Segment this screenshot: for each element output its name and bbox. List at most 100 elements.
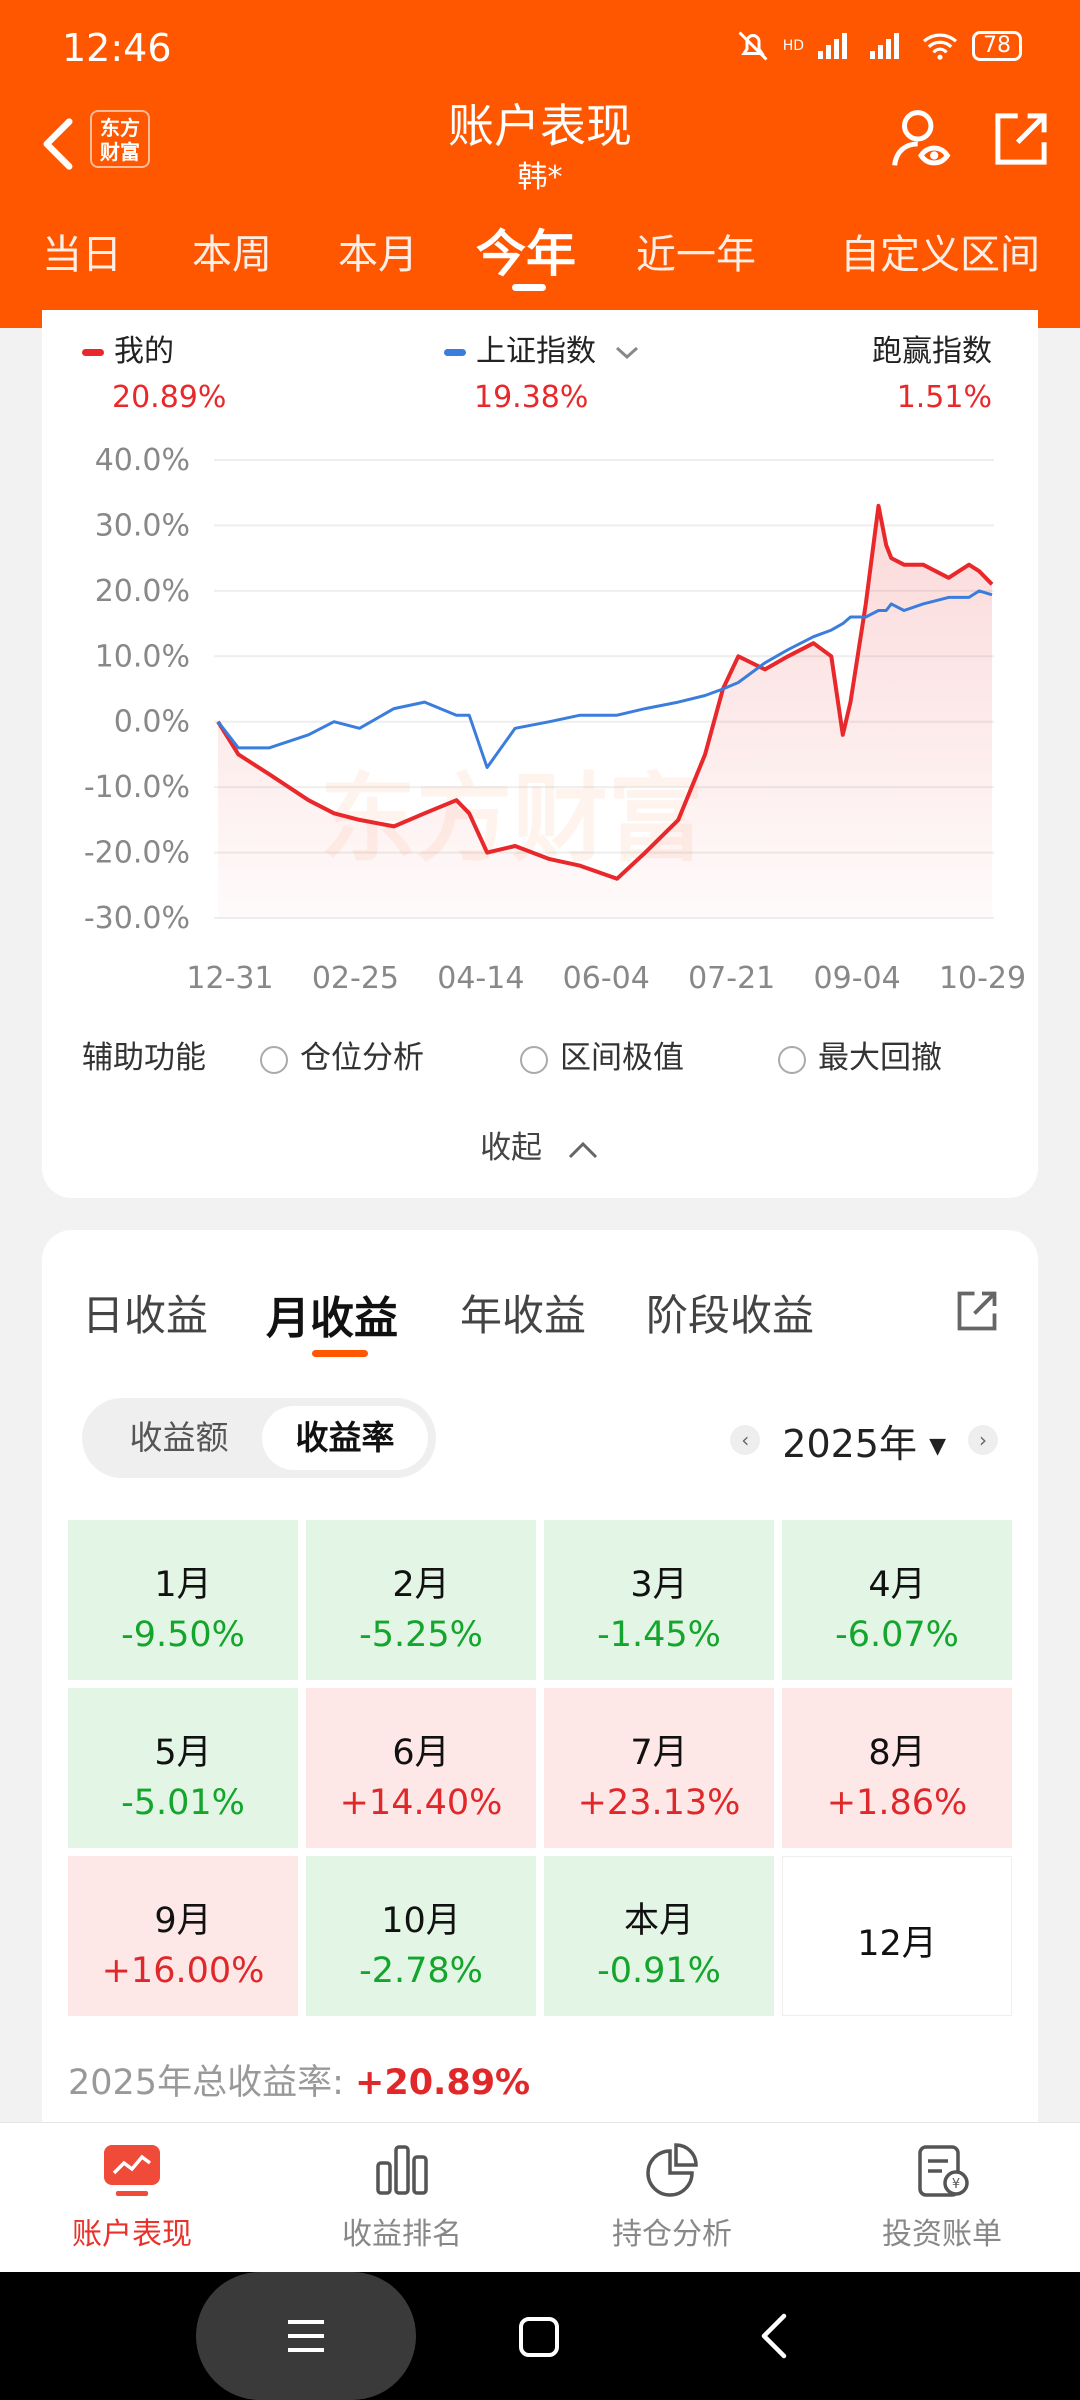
month-cell[interactable]: 7月 +23.13% — [544, 1688, 774, 1848]
month-cell[interactable]: 3月 -1.45% — [544, 1520, 774, 1680]
month-return-value: -5.25% — [359, 1615, 483, 1655]
radio-icon[interactable] — [520, 1045, 548, 1074]
radio-icon[interactable] — [260, 1045, 288, 1074]
month-label: 3月 — [630, 1565, 688, 1605]
y-tick-label: 40.0% — [95, 443, 190, 478]
aux-option-extremes-label: 区间极值 — [560, 1040, 684, 1076]
month-cell[interactable]: 10月 -2.78% — [306, 1856, 536, 2016]
month-label: 8月 — [868, 1733, 926, 1773]
tab-custom-range[interactable]: 自定义区间 — [840, 232, 1040, 278]
series-area-mine — [218, 505, 992, 918]
aux-option-position[interactable]: 仓位分析 — [260, 1032, 424, 1077]
legend-outperform: 跑赢指数 1.51% — [872, 326, 992, 415]
chevron-down-icon[interactable] — [614, 344, 640, 362]
month-label: 本月 — [623, 1901, 694, 1941]
tab-stage-returns[interactable]: 阶段收益 — [646, 1291, 815, 1340]
collapse-toggle[interactable]: 收起 — [42, 1122, 1038, 1167]
amount-rate-toggle: 收益额 收益率 — [82, 1398, 436, 1478]
month-cell[interactable]: 本月 -0.91% — [544, 1856, 774, 2016]
back-arrow-icon[interactable] — [38, 116, 78, 172]
account-name: 韩* — [517, 160, 563, 195]
segment-amount[interactable]: 收益额 — [129, 1418, 229, 1457]
aux-option-drawdown-label: 最大回撤 — [818, 1040, 942, 1076]
bottom-nav: 账户表现 收益排名 持仓分析 ¥ 投资账单 — [0, 2122, 1080, 2272]
month-cell[interactable]: 12月 — [782, 1856, 1012, 2016]
nav-account-performance-label: 账户表现 — [72, 2217, 192, 2252]
tab-week[interactable]: 本周 — [192, 232, 272, 278]
month-return-value: +1.86% — [826, 1783, 968, 1823]
mute-icon — [738, 31, 768, 61]
legend-index-value: 19.38% — [474, 380, 589, 415]
month-return-value: -1.45% — [597, 1615, 721, 1655]
chevron-left-icon[interactable]: ‹ — [730, 1425, 761, 1455]
month-cell[interactable]: 4月 -6.07% — [782, 1520, 1012, 1680]
series-line-index — [216, 589, 993, 769]
year-dropdown[interactable]: 2025年 ▼ — [782, 1413, 946, 1468]
eye-user-icon[interactable] — [888, 106, 954, 172]
wifi-icon — [922, 33, 958, 60]
aux-functions-label: 辅助功能 — [82, 1040, 206, 1076]
y-tick-label: -10.0% — [84, 770, 190, 805]
nav-return-ranking[interactable]: 收益排名 — [302, 2143, 502, 2253]
app-header: 12:46 HD 78 东方财富 账户表现 韩* 当日 本周 本月 今年 近一年… — [0, 0, 1080, 328]
tab-yearly-returns[interactable]: 年收益 — [460, 1291, 587, 1340]
x-tick-label: 02-25 — [312, 961, 399, 996]
month-label: 10月 — [381, 1901, 461, 1941]
month-cell[interactable]: 8月 +1.86% — [782, 1688, 1012, 1848]
month-return-value: -6.07% — [835, 1615, 959, 1655]
bill-icon: ¥ — [918, 2145, 969, 2197]
x-tick-label: 06-04 — [563, 961, 650, 996]
x-tick-label: 04-14 — [437, 961, 524, 996]
tab-this-year[interactable]: 今年 — [476, 225, 576, 283]
tab-last-year[interactable]: 近一年 — [636, 232, 756, 278]
segment-rate[interactable]: 收益率 — [262, 1406, 428, 1470]
pie-chart-icon — [646, 2143, 698, 2197]
month-return-value: -0.91% — [597, 1951, 721, 1991]
legend-mine: 我的 20.89% — [82, 326, 226, 415]
tab-day[interactable]: 当日 — [42, 232, 122, 278]
total-return-value: +20.89% — [355, 2063, 531, 2103]
year-value: 2025年 — [782, 1421, 917, 1466]
series-line-mine — [216, 503, 994, 881]
signal-label: HD — [782, 38, 804, 54]
return-line-chart[interactable]: 东方财富 40.0%30.0%20.0%10.0%0.0%-10.0%-20.0… — [42, 440, 1038, 1130]
month-cell[interactable]: 9月 +16.00% — [68, 1856, 298, 2016]
tab-monthly-returns[interactable]: 月收益 — [266, 1293, 398, 1344]
x-tick-label: 07-21 — [688, 961, 775, 996]
year-selector: ‹ 2025年 ▼ › — [730, 1410, 998, 1470]
month-label: 2月 — [392, 1565, 450, 1605]
tab-indicator — [512, 284, 546, 291]
aux-option-drawdown[interactable]: 最大回撤 — [778, 1032, 942, 1077]
tab-month[interactable]: 本月 — [338, 232, 418, 278]
caret-down-icon: ▼ — [929, 1433, 946, 1459]
chevron-up-icon[interactable] — [566, 1139, 600, 1161]
month-cell[interactable]: 1月 -9.50% — [68, 1520, 298, 1680]
month-cell[interactable]: 5月 -5.01% — [68, 1688, 298, 1848]
radio-icon[interactable] — [778, 1045, 806, 1074]
nav-holding-analysis-label: 持仓分析 — [612, 2217, 732, 2252]
share-out-icon[interactable] — [988, 106, 1054, 172]
month-label: 1月 — [154, 1565, 212, 1605]
y-tick-label: 20.0% — [95, 574, 190, 609]
aux-option-extremes[interactable]: 区间极值 — [520, 1032, 684, 1077]
status-icons: HD 78 — [735, 28, 1022, 64]
status-time: 12:46 — [62, 26, 172, 70]
tab-daily-returns[interactable]: 日收益 — [82, 1291, 209, 1340]
chart-screen-icon — [104, 2145, 160, 2196]
month-cell[interactable]: 6月 +14.40% — [306, 1688, 536, 1848]
nav-investment-bill[interactable]: ¥ 投资账单 — [842, 2143, 1042, 2253]
legend-index[interactable]: 上证指数 19.38% — [444, 326, 640, 415]
share-icon[interactable] — [952, 1286, 1002, 1336]
menu-icon[interactable] — [286, 2316, 326, 2356]
menu-pill[interactable] — [196, 2272, 416, 2400]
month-return-value: +23.13% — [577, 1783, 741, 1823]
month-cell[interactable]: 2月 -5.25% — [306, 1520, 536, 1680]
nav-account-performance[interactable]: 账户表现 — [32, 2143, 232, 2253]
legend-dot-red — [82, 349, 104, 356]
chevron-right-icon[interactable]: › — [968, 1425, 998, 1455]
back-icon[interactable] — [756, 2312, 792, 2360]
month-label: 5月 — [154, 1733, 212, 1773]
month-return-value: +14.40% — [339, 1783, 503, 1823]
nav-holding-analysis[interactable]: 持仓分析 — [572, 2143, 772, 2253]
home-square-icon[interactable] — [518, 2316, 560, 2358]
